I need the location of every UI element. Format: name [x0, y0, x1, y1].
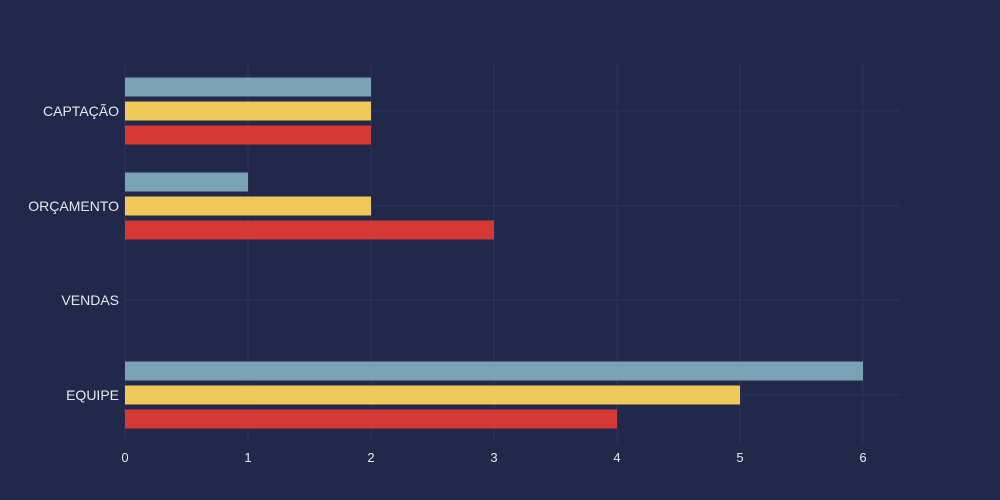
x-tick-label: 1 [244, 450, 251, 465]
x-tick-label: 5 [736, 450, 743, 465]
bar [125, 196, 371, 216]
x-tick-label: 2 [367, 450, 374, 465]
category-label: EQUIPE [66, 387, 119, 403]
bar [125, 77, 371, 97]
bar [125, 361, 863, 381]
bars [125, 77, 863, 429]
bar [125, 220, 494, 240]
x-axis-ticks: 0 1 2 3 4 5 6 [121, 450, 866, 465]
bar [125, 125, 371, 145]
bar [125, 172, 248, 192]
category-label: CAPTAÇÃO [43, 103, 119, 119]
bar [125, 101, 371, 121]
x-tick-label: 3 [490, 450, 497, 465]
category-label: VENDAS [61, 292, 119, 308]
x-tick-label: 0 [121, 450, 128, 465]
y-axis-categories: CAPTAÇÃO ORÇAMENTO VENDAS EQUIPE [28, 103, 119, 403]
x-tick-label: 6 [859, 450, 866, 465]
x-tick-label: 4 [613, 450, 620, 465]
bar [125, 409, 617, 429]
category-label: ORÇAMENTO [28, 198, 119, 214]
bar [125, 385, 740, 405]
